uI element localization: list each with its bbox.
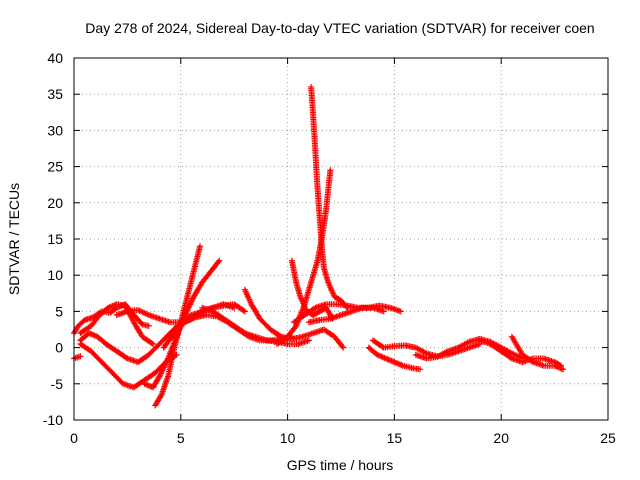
- y-tick-label: 10: [47, 267, 63, 283]
- series-markers: [306, 304, 387, 326]
- y-tick-label: 0: [55, 340, 63, 356]
- series-sat-j: [199, 304, 312, 347]
- series-sat-m: [288, 257, 336, 322]
- series-sat-h: [152, 243, 204, 409]
- y-tick-label: 20: [47, 195, 63, 211]
- series-markers: [152, 243, 204, 409]
- y-axis-label: SDTVAR / TECUs: [6, 183, 22, 295]
- series-markers: [308, 84, 351, 311]
- y-tick-label: 40: [47, 50, 63, 66]
- y-tick-label: 25: [47, 159, 63, 175]
- x-tick-label: 25: [600, 430, 616, 446]
- series-markers: [508, 333, 567, 373]
- series-markers: [71, 353, 84, 362]
- y-tick-label: 15: [47, 231, 63, 247]
- series-sat-u: [508, 333, 567, 373]
- series-sat-p: [306, 304, 387, 326]
- y-tick-label: -5: [51, 376, 64, 392]
- series-markers: [199, 304, 312, 347]
- series-markers: [476, 337, 565, 369]
- series-markers: [288, 257, 336, 322]
- x-tick-label: 5: [177, 430, 185, 446]
- y-tick-label: 30: [47, 122, 63, 138]
- x-tick-label: 0: [70, 430, 78, 446]
- x-tick-label: 15: [387, 430, 403, 446]
- series-sat-q: [365, 344, 424, 373]
- series-sat-k: [241, 286, 347, 351]
- grid-lines: [74, 58, 608, 420]
- y-tick-label: 5: [55, 303, 63, 319]
- axis-ticks: 0 5 10 15 20 25 -10 -5 0 5 10 15 20 25 30 35 40: [43, 50, 616, 446]
- x-tick-label: 20: [493, 430, 509, 446]
- series-sat-c: [71, 353, 84, 362]
- x-axis-label: GPS time / hours: [287, 457, 394, 473]
- series-sat-r: [370, 337, 483, 360]
- series-markers: [77, 301, 157, 347]
- series-markers: [241, 286, 347, 351]
- series-sat-n: [308, 84, 351, 311]
- series-sat-t: [476, 337, 565, 369]
- y-tick-label: -10: [43, 412, 63, 428]
- series-sat-b: [77, 301, 157, 347]
- series-markers: [365, 344, 424, 373]
- x-tick-label: 10: [280, 430, 296, 446]
- chart-title: Day 278 of 2024, Sidereal Day-to-day VTE…: [85, 20, 594, 36]
- y-tick-label: 35: [47, 86, 63, 102]
- data-markers: [71, 84, 567, 409]
- series-markers: [370, 337, 483, 360]
- plot-frame: [73, 57, 609, 421]
